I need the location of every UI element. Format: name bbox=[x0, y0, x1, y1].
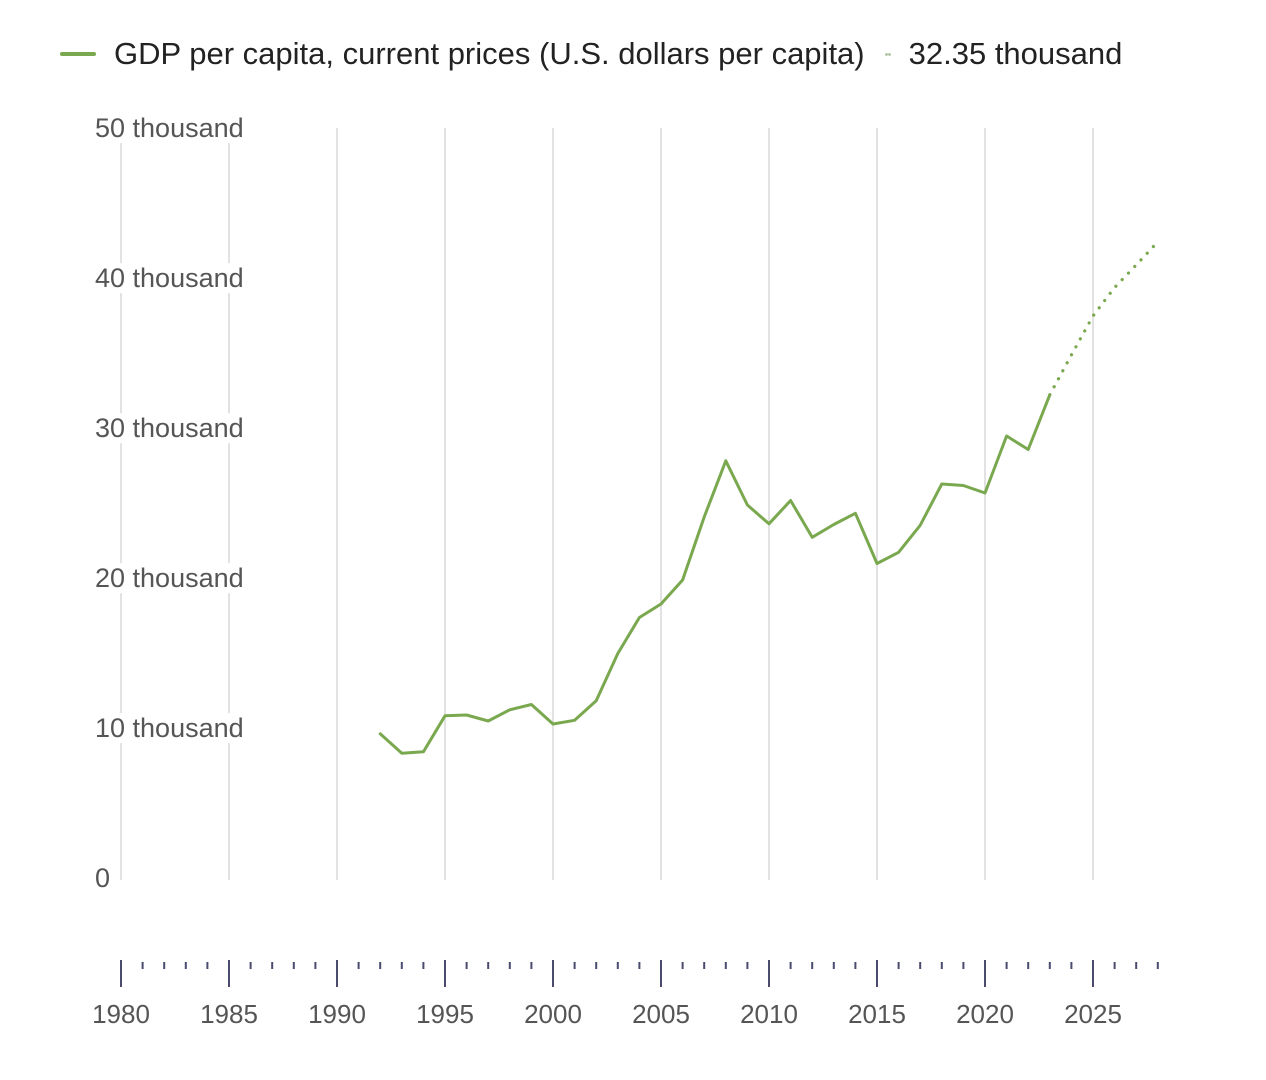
x-axis: 1980 1985 1990 1995 2000 2005 2010 2015 2020 2025 bbox=[92, 960, 1159, 1029]
y-tick-label-bg bbox=[93, 113, 246, 144]
x-tick-label: 2005 bbox=[632, 999, 690, 1029]
y-tick-label: 0 bbox=[95, 863, 110, 893]
x-tick-label: 2000 bbox=[524, 999, 582, 1029]
y-tick-label: 50 thousand bbox=[95, 113, 244, 143]
gridlines bbox=[120, 128, 1094, 880]
x-tick-label: 2025 bbox=[1064, 999, 1122, 1029]
legend-dotted-swatch bbox=[884, 52, 891, 56]
x-tick-label: 1990 bbox=[308, 999, 366, 1029]
chart-legend: GDP per capita, current prices (U.S. dol… bbox=[60, 36, 1122, 72]
x-tick-label: 2020 bbox=[956, 999, 1014, 1029]
legend-latest-value: 32.35 thousand bbox=[908, 36, 1123, 71]
x-tick-label: 2015 bbox=[848, 999, 906, 1029]
forecast-series-line bbox=[1048, 240, 1160, 397]
x-tick-label: 1985 bbox=[200, 999, 258, 1029]
y-tick-label: 10 thousand bbox=[95, 713, 244, 743]
y-tick-label: 20 thousand bbox=[95, 563, 244, 593]
y-tick-label-bg bbox=[93, 713, 246, 744]
x-tick-label: 1980 bbox=[92, 999, 150, 1029]
legend-line-swatch bbox=[60, 52, 96, 56]
legend-series-label: GDP per capita, current prices (U.S. dol… bbox=[114, 36, 865, 71]
gdp-series-line bbox=[378, 393, 1052, 755]
y-tick-label-bg bbox=[93, 563, 246, 594]
y-tick-label: 40 thousand bbox=[95, 263, 244, 293]
y-axis-labels: 0 10 thousand 20 thousand 30 thousand 40 tho… bbox=[93, 113, 246, 894]
y-tick-label-bg bbox=[93, 863, 113, 894]
y-tick-label: 30 thousand bbox=[95, 413, 244, 443]
y-tick-label-bg bbox=[93, 263, 246, 294]
x-tick-label: 1995 bbox=[416, 999, 474, 1029]
x-tick-label: 2010 bbox=[740, 999, 798, 1029]
y-tick-label-bg bbox=[93, 413, 246, 444]
